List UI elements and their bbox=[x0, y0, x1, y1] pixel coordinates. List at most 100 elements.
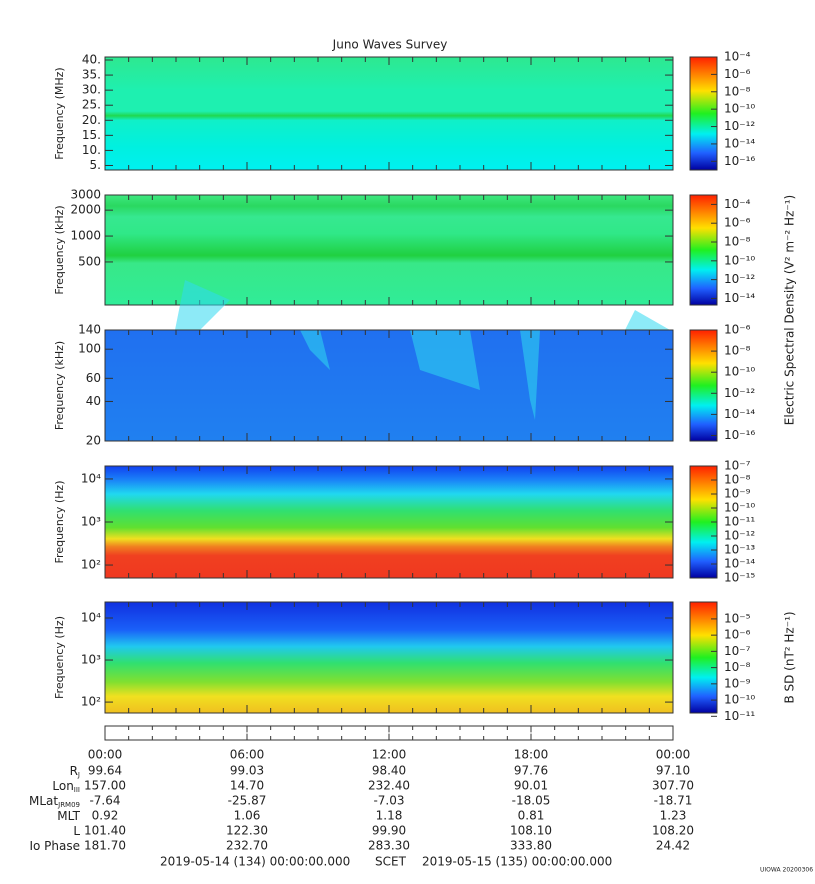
footer-stamp: UIOWA 20200306 bbox=[760, 867, 813, 874]
y-tick-label: 40 bbox=[86, 394, 101, 408]
emission bbox=[175, 280, 230, 330]
ephemeris-value: 98.40 bbox=[372, 764, 406, 778]
colorbar-tick-label: 10⁻¹² bbox=[724, 386, 755, 400]
ephemeris-name-text: MLat bbox=[29, 794, 58, 808]
ephemeris-name-text: MLT bbox=[57, 809, 80, 823]
y-tick-label: 10³ bbox=[81, 653, 101, 667]
ephemeris-value: 333.80 bbox=[510, 839, 552, 853]
x-tick-label: 00:00 bbox=[88, 748, 123, 762]
colorbar-tick-label: 10⁻⁶ bbox=[724, 323, 751, 337]
ephemeris-value: 99.03 bbox=[230, 764, 264, 778]
ephemeris-value: 14.70 bbox=[230, 779, 264, 793]
colorbar bbox=[689, 194, 718, 306]
y-tick-label: 10² bbox=[81, 695, 101, 709]
y-tick-label: 10⁴ bbox=[81, 610, 101, 624]
x-tick-label: 12:00 bbox=[372, 748, 407, 762]
ephemeris-name-sub: J bbox=[77, 771, 80, 779]
emission bbox=[410, 330, 480, 390]
ephemeris-name-text: R bbox=[70, 764, 78, 778]
colorbar-tick-label: 10⁻⁸ bbox=[724, 660, 751, 674]
colorbar-tick-label: 10⁻⁴ bbox=[724, 197, 751, 211]
colorbar-tick-label: 10⁻¹⁵ bbox=[724, 571, 755, 585]
y-tick-label: 40. bbox=[82, 53, 101, 67]
y-tick-label: 20. bbox=[82, 113, 101, 127]
chart-title: Juno Waves Survey bbox=[332, 38, 448, 52]
colorbar-tick-label: 10⁻¹⁴ bbox=[724, 136, 755, 150]
emission bbox=[625, 310, 670, 330]
y-tick-label: 25. bbox=[82, 98, 101, 112]
ephemeris-name-sub: III bbox=[74, 786, 80, 794]
ephemeris-value: 24.42 bbox=[656, 839, 690, 853]
y-tick-label: 1000 bbox=[70, 229, 101, 243]
colorbar-tick-label: 10⁻¹⁰ bbox=[724, 365, 755, 379]
ephemeris-name-text: Lon bbox=[52, 779, 73, 793]
colorbar-tick-label: 10⁻⁴ bbox=[724, 50, 751, 64]
colorbar-tick-label: 10⁻¹⁴ bbox=[724, 291, 755, 305]
colorbar-tick-label: 10⁻¹⁶ bbox=[724, 154, 755, 168]
ephemeris-value: 283.30 bbox=[368, 839, 410, 853]
colorbar-tick-label: 10⁻¹⁰ bbox=[724, 102, 755, 116]
spectrogram bbox=[105, 330, 673, 441]
ephemeris-value: 181.70 bbox=[84, 839, 126, 853]
colorbar-tick-label: 10⁻¹² bbox=[724, 119, 755, 133]
footer-end: 2019-05-15 (135) 00:00:00.000 bbox=[422, 855, 612, 869]
y-tick-label: 140 bbox=[78, 323, 101, 337]
spectrogram bbox=[105, 466, 673, 578]
ephemeris-value: -7.64 bbox=[89, 794, 120, 808]
colorbar-tick-label: 10⁻⁶ bbox=[724, 67, 751, 81]
colorbar-tick-label: 10⁻¹¹ bbox=[724, 515, 755, 529]
ephemeris-value: 1.06 bbox=[234, 809, 261, 823]
colorbar-tick-label: 10⁻⁷ bbox=[724, 644, 751, 658]
ephemeris-name-sub: JRM09 bbox=[57, 801, 80, 809]
y-tick-label: 500 bbox=[78, 254, 101, 268]
colorbar-tick-label: 10⁻⁵ bbox=[724, 611, 751, 625]
colorbar-tick-label: 10⁻¹⁰ bbox=[724, 693, 755, 707]
ephemeris-value: 0.81 bbox=[518, 809, 545, 823]
colorbar-tick-label: 10⁻⁷ bbox=[724, 459, 751, 473]
ephemeris-value: 108.20 bbox=[652, 824, 694, 838]
colorbar bbox=[689, 329, 718, 442]
ephemeris-value: 0.92 bbox=[92, 809, 119, 823]
colorbar-tick-label: 10⁻¹³ bbox=[724, 543, 755, 557]
colorbar-label: B SD (nT² Hz⁻¹) bbox=[783, 611, 797, 703]
colorbar-tick-label: 10⁻¹¹ bbox=[724, 709, 755, 723]
colorbar-tick-label: 10⁻⁸ bbox=[724, 473, 751, 487]
colorbar-tick-label: 10⁻¹⁶ bbox=[724, 428, 755, 442]
y-tick-label: 30. bbox=[82, 83, 101, 97]
colorbar-tick-label: 10⁻¹⁴ bbox=[724, 557, 755, 571]
ephemeris-value: -18.71 bbox=[654, 794, 693, 808]
ephemeris-value: -7.03 bbox=[373, 794, 404, 808]
x-tick-label: 18:00 bbox=[514, 748, 549, 762]
y-tick-label: 60 bbox=[86, 371, 101, 385]
colorbar-tick-label: 10⁻⁸ bbox=[724, 235, 751, 249]
ephemeris-value: 122.30 bbox=[226, 824, 268, 838]
y-tick-label: 10² bbox=[81, 558, 101, 572]
colorbar-tick-label: 10⁻⁸ bbox=[724, 344, 751, 358]
y-tick-label: 10. bbox=[82, 143, 101, 157]
colorbar-label: Electric Spectral Density (V² m⁻² Hz⁻¹) bbox=[783, 195, 797, 425]
x-tick-label: 06:00 bbox=[230, 748, 265, 762]
colorbar-tick-label: 10⁻¹² bbox=[724, 529, 755, 543]
colorbar-tick-label: 10⁻⁶ bbox=[724, 216, 751, 230]
ephemeris-value: 99.64 bbox=[88, 764, 122, 778]
colorbar-tick-label: 10⁻¹⁰ bbox=[724, 501, 755, 515]
ephemeris-value: 1.18 bbox=[376, 809, 403, 823]
ephemeris-value: 108.10 bbox=[510, 824, 552, 838]
y-axis-label: Frequency (MHz) bbox=[53, 67, 66, 159]
y-tick-label: 2000 bbox=[70, 203, 101, 217]
colorbar-tick-label: 10⁻⁹ bbox=[724, 487, 751, 501]
ephemeris-value: 99.90 bbox=[372, 824, 406, 838]
ephemeris-name: RJ bbox=[70, 764, 80, 780]
y-axis-label: Frequency (kHz) bbox=[53, 205, 66, 294]
x-tick-label: 00:00 bbox=[656, 748, 691, 762]
ephemeris-name: LonIII bbox=[52, 779, 80, 795]
y-tick-label: 10⁴ bbox=[81, 471, 101, 485]
ephemeris-value: 232.40 bbox=[368, 779, 410, 793]
y-axis-label: Frequency (kHz) bbox=[53, 341, 66, 430]
y-tick-label: 10³ bbox=[81, 515, 101, 529]
y-tick-label: 100 bbox=[78, 342, 101, 356]
y-tick-label: 35. bbox=[82, 68, 101, 82]
ephemeris-name: L bbox=[73, 824, 80, 838]
ephemeris-name: MLatJRM09 bbox=[29, 794, 80, 810]
